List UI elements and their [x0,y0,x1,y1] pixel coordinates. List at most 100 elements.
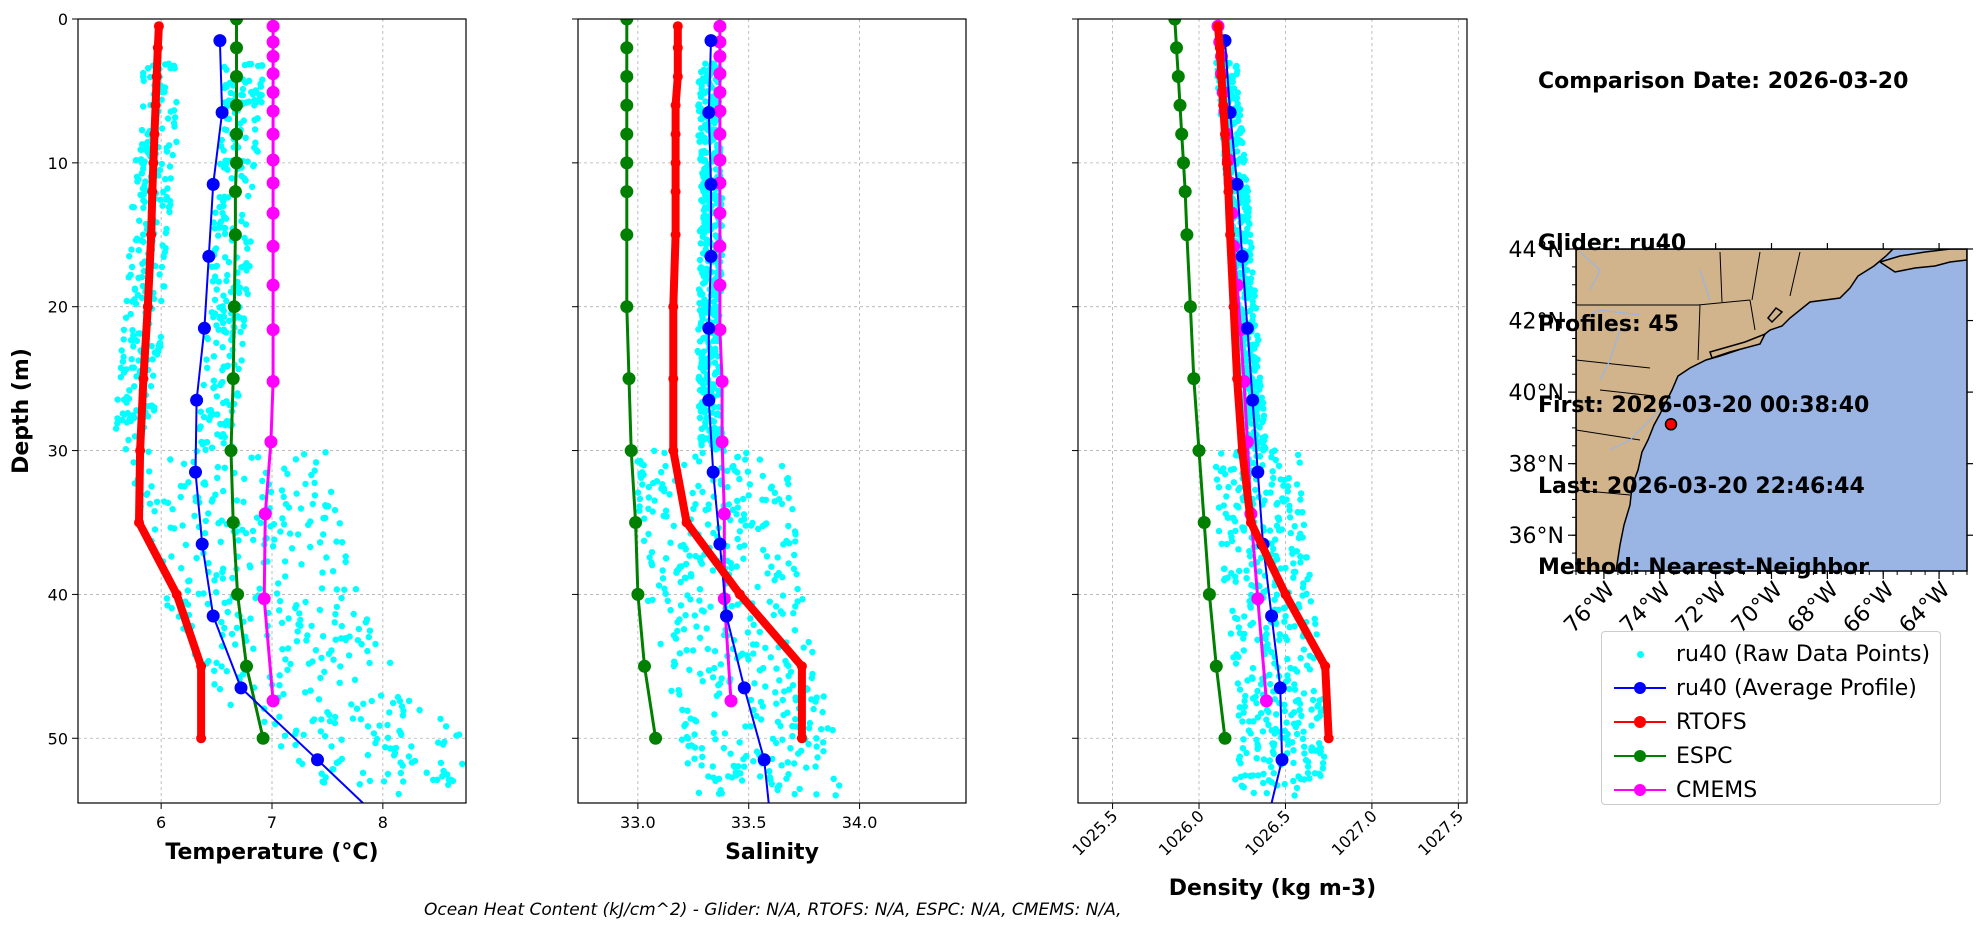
raw-data-point [212,491,219,498]
raw-data-point [1267,680,1274,688]
raw-data-point [711,424,718,431]
series-point [702,393,716,407]
raw-data-point [1260,779,1267,787]
raw-data-point [684,592,691,599]
series-point [670,229,681,240]
raw-data-point [287,660,294,668]
raw-data-point [1256,453,1264,460]
raw-data-point [227,89,234,97]
raw-data-point [297,505,305,512]
x-tick-label: 1027.0 [1328,806,1381,859]
raw-data-point [1271,596,1278,603]
raw-data-point [145,448,152,455]
raw-data-point [1320,753,1328,760]
raw-data-point [1276,636,1283,644]
raw-data-point [725,501,732,508]
raw-data-point [251,126,259,133]
map-lat-label: 40°N [1509,381,1564,406]
raw-data-point [219,568,226,576]
raw-data-point [197,408,204,415]
raw-data-point [710,298,718,305]
profile-count: Profiles: 45 [1538,312,1680,337]
raw-data-point [365,633,372,641]
series-point [230,70,243,83]
raw-data-point [233,624,241,631]
series-point [1173,98,1187,112]
raw-data-point [1242,237,1249,244]
raw-data-point [137,330,144,337]
series-point [620,19,634,26]
raw-data-point [1249,312,1257,320]
raw-data-point [119,416,126,424]
raw-data-point [709,567,717,574]
raw-data-point [320,514,327,522]
raw-data-point [677,578,684,586]
raw-data-point [223,277,230,285]
x-tick-label: 7 [267,813,277,832]
raw-data-point [288,545,296,552]
raw-data-point [257,83,265,90]
raw-data-point [219,306,227,313]
raw-data-point [278,619,286,626]
raw-data-point [269,543,277,550]
raw-data-point [637,457,644,465]
raw-data-point [1262,635,1269,642]
raw-data-point [140,69,147,77]
raw-data-point [641,515,648,522]
raw-data-point [331,719,339,727]
raw-data-point [327,488,335,495]
raw-data-point [352,586,360,593]
raw-data-point [658,468,665,476]
raw-data-point [143,491,150,498]
raw-data-point [437,715,444,723]
raw-data-point [773,665,780,672]
y-tick-label: 50 [48,729,68,748]
raw-data-point [805,638,812,646]
raw-data-point [751,680,758,687]
raw-data-point [747,696,755,704]
raw-data-point [209,278,217,285]
raw-data-point [1282,613,1289,620]
raw-data-point [193,554,200,562]
raw-data-point [391,749,399,757]
raw-data-point [342,553,349,560]
raw-data-point [1300,728,1307,735]
raw-data-point [169,151,176,159]
raw-data-point [757,716,765,723]
raw-data-point [1220,565,1228,573]
series-point [1180,228,1194,242]
raw-data-point [1253,755,1260,762]
raw-data-point [213,659,220,666]
raw-data-point [219,344,226,351]
raw-data-point [702,98,709,105]
axes-frame [577,18,967,804]
raw-data-point [178,564,185,572]
raw-data-point [1301,750,1308,757]
raw-data-point [1293,481,1301,488]
raw-data-point [1305,758,1312,766]
raw-data-point [712,98,719,105]
raw-data-point [227,701,234,708]
raw-data-point [697,322,704,329]
raw-data-point [159,202,166,209]
series-point [1235,249,1249,263]
raw-data-point [1286,514,1294,521]
raw-data-point [813,735,820,742]
raw-data-point [161,61,169,68]
raw-data-point [761,521,769,528]
raw-data-point [1311,615,1319,623]
raw-data-point [768,563,775,570]
raw-data-point [707,603,714,610]
raw-data-point [1243,575,1250,582]
raw-data-point [1246,597,1253,605]
series-point [1265,609,1279,623]
raw-data-point [1237,106,1244,113]
raw-data-point [254,454,262,461]
raw-data-point [695,482,702,490]
raw-data-point [202,446,209,453]
raw-data-point [167,175,174,182]
raw-data-point [157,333,165,341]
raw-data-point [285,504,293,511]
raw-data-point [1246,552,1254,560]
raw-data-point [224,166,231,173]
